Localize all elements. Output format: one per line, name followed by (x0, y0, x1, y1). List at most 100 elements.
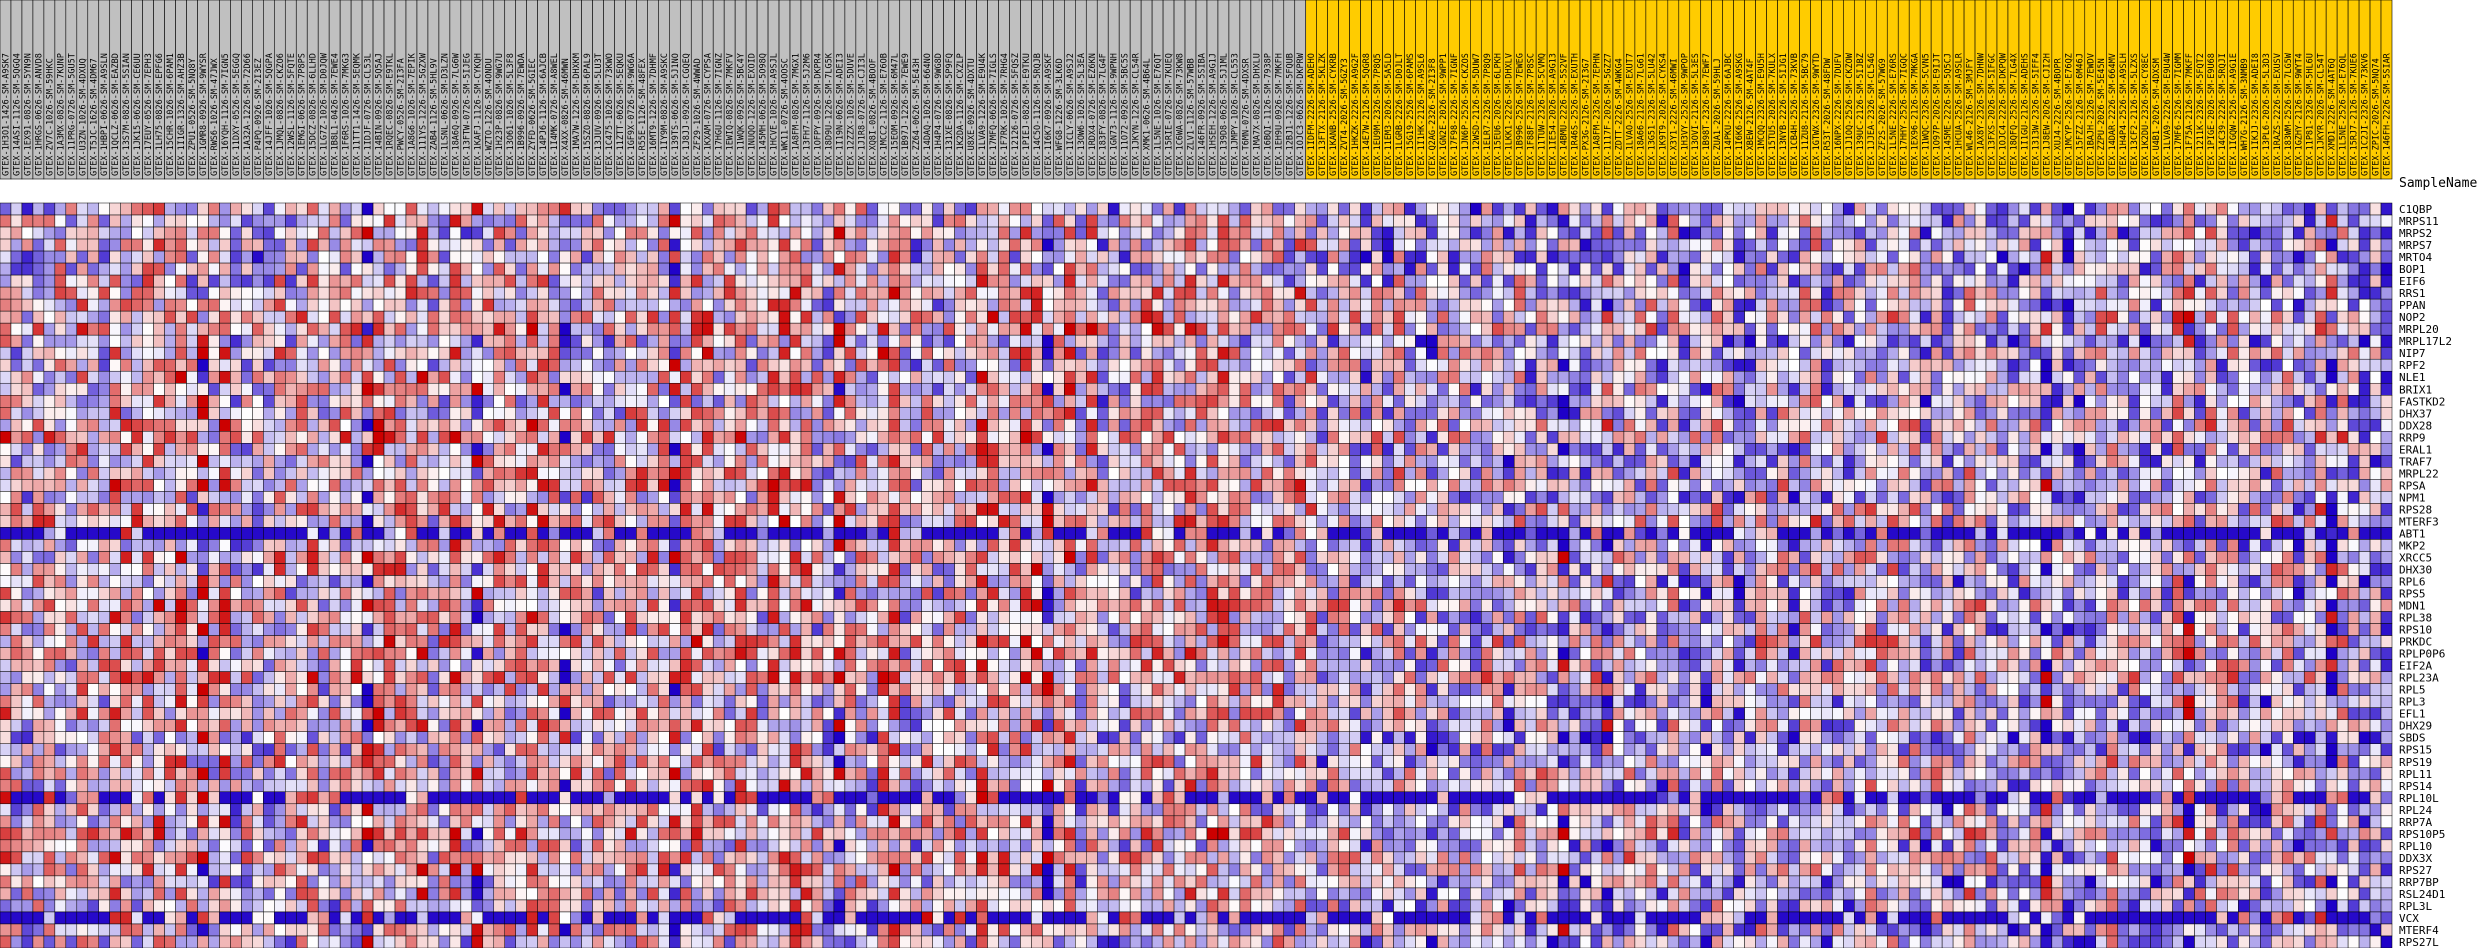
heatmap-cell (460, 214, 473, 228)
heatmap-cell (1338, 443, 1350, 456)
heatmap-cell (1162, 358, 1175, 372)
heatmap-cell (87, 419, 100, 432)
heatmap-cell (372, 286, 385, 300)
heatmap-cell (1031, 226, 1043, 240)
heatmap-cell (2018, 298, 2031, 312)
heatmap-cell (76, 310, 89, 324)
column-label: GTEX-1IGQW-2526-SM-A9G1E (2229, 53, 2239, 176)
heatmap-cell (1250, 310, 1263, 324)
heatmap-cell (2139, 202, 2151, 216)
heatmap-cell (1020, 334, 1032, 348)
heatmap-cell (1020, 250, 1032, 264)
heatmap-cell (1887, 346, 1899, 360)
heatmap-cell (2029, 370, 2042, 384)
heatmap-cell (800, 419, 813, 432)
heatmap-cell (186, 407, 198, 420)
heatmap-cell (427, 370, 440, 384)
heatmap-cell (2292, 226, 2305, 240)
heatmap-cell (1634, 358, 1647, 372)
heatmap-cell (603, 334, 615, 348)
heatmap-cell (1173, 322, 1186, 336)
heatmap-cell (1140, 346, 1153, 360)
heatmap-cell (1941, 238, 1954, 252)
heatmap-cell (1481, 395, 1493, 408)
heatmap-cell (800, 443, 813, 456)
heatmap-cell (559, 202, 571, 216)
heatmap-cell (2029, 419, 2042, 432)
heatmap-cell (767, 238, 780, 252)
heatmap-cell (844, 370, 857, 384)
heatmap-cell (2216, 395, 2228, 408)
heatmap-cell (2172, 346, 2184, 360)
heatmap-cell (1766, 214, 1778, 228)
heatmap-cell (767, 431, 780, 444)
heatmap-cell (1404, 419, 1416, 432)
heatmap-cell (1656, 334, 1669, 348)
heatmap-cell (1162, 443, 1175, 456)
heatmap-cell (394, 262, 407, 276)
heatmap-cell (427, 274, 440, 288)
heatmap-cell (1064, 431, 1076, 444)
heatmap-cell (965, 202, 977, 216)
heatmap-cell (1876, 298, 1888, 312)
heatmap-cell (2227, 202, 2239, 216)
heatmap-cell (1645, 226, 1658, 240)
heatmap-cell (1601, 395, 1614, 408)
heatmap-cell (1601, 407, 1614, 420)
heatmap-cell (142, 214, 154, 228)
heatmap-cell (987, 238, 999, 252)
column-label: GTEX-1117F-2026-SM-5GZZ7 (1603, 53, 1613, 176)
heatmap-cell (723, 274, 736, 288)
heatmap-cell (2183, 419, 2195, 432)
heatmap-cell (1722, 310, 1734, 324)
heatmap-cell (888, 370, 900, 384)
heatmap-cell (2227, 419, 2239, 432)
heatmap-cell (1239, 370, 1252, 384)
heatmap-cell (2205, 202, 2217, 216)
heatmap-cell (1151, 419, 1164, 432)
heatmap-cell (800, 407, 813, 420)
heatmap-cell (1393, 214, 1405, 228)
heatmap-cell (2227, 286, 2239, 300)
heatmap-cell (1206, 407, 1219, 420)
heatmap-cell (1832, 202, 1844, 216)
heatmap-cell (43, 286, 56, 300)
heatmap-cell (263, 238, 275, 252)
heatmap-cell (877, 214, 890, 228)
heatmap-cell (1689, 202, 1701, 216)
heatmap-cell (1766, 382, 1778, 396)
heatmap-cell (2380, 274, 2393, 288)
heatmap-cell (98, 238, 110, 252)
heatmap-cell (1217, 382, 1230, 396)
heatmap-cell (1283, 358, 1296, 372)
heatmap-cell (1075, 322, 1087, 336)
heatmap-cell (1371, 419, 1383, 432)
heatmap-cell (1854, 286, 1866, 300)
heatmap-cell (372, 358, 385, 372)
heatmap-cell (1162, 346, 1175, 360)
heatmap-cell (1887, 395, 1899, 408)
heatmap-cell (1075, 395, 1087, 408)
column-label: GTEX-ZPU1-0526-SM-5NQ8Y (188, 58, 198, 176)
heatmap-cell (1239, 262, 1252, 276)
heatmap-cell (2172, 370, 2184, 384)
heatmap-cell (1437, 238, 1449, 252)
heatmap-cell (1009, 262, 1021, 276)
heatmap-cell (87, 202, 100, 216)
heatmap-cell (636, 334, 648, 348)
heatmap-cell (2084, 202, 2096, 216)
heatmap-cell (1009, 443, 1021, 456)
heatmap-cell (219, 214, 231, 228)
heatmap-cell (1623, 346, 1636, 360)
heatmap-cell (1206, 262, 1219, 276)
heatmap-cell (2260, 238, 2272, 252)
column-label: GTEX-1EX91-0826-SM-5YN9N (23, 53, 33, 176)
heatmap-cell (1744, 202, 1756, 216)
heatmap-cell (910, 419, 922, 432)
heatmap-cell (1129, 407, 1142, 420)
heatmap-cell (800, 262, 813, 276)
heatmap-cell (515, 431, 527, 444)
heatmap-cell (1250, 286, 1263, 300)
column-label: GTEX-1CB4H-2526-SM-73KVB (1790, 53, 1800, 176)
heatmap-cell (1020, 214, 1032, 228)
